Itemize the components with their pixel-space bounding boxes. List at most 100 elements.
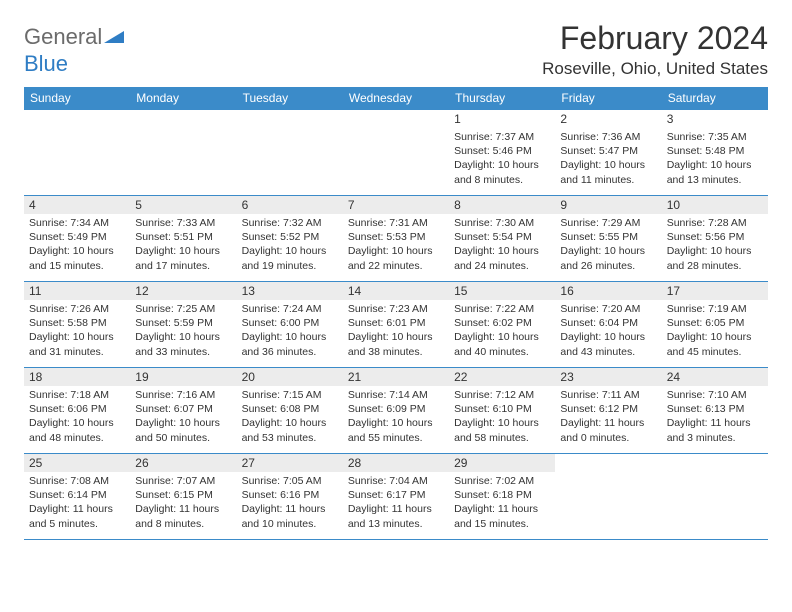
day-info: Sunrise: 7:04 AMSunset: 6:17 PMDaylight:… [348,474,444,531]
day-info: Sunrise: 7:36 AMSunset: 5:47 PMDaylight:… [560,130,656,187]
day-info: Sunrise: 7:34 AMSunset: 5:49 PMDaylight:… [29,216,125,273]
day-cell: 26 Sunrise: 7:07 AMSunset: 6:15 PMDayligh… [130,454,236,540]
day-number: 24 [667,370,763,384]
day-info: Sunrise: 7:31 AMSunset: 5:53 PMDaylight:… [348,216,444,273]
day-info: Sunrise: 7:25 AMSunset: 5:59 PMDaylight:… [135,302,231,359]
day-cell: 25 Sunrise: 7:08 AMSunset: 6:14 PMDayligh… [24,454,130,540]
day-number-wrap: 14 [343,282,449,300]
day-number-wrap: 23 [555,368,661,386]
day-number-wrap: 4 [24,196,130,214]
day-number-wrap: 25 [24,454,130,472]
day-info: Sunrise: 7:19 AMSunset: 6:05 PMDaylight:… [667,302,763,359]
day-number: 6 [242,198,338,212]
day-number: 3 [667,112,763,126]
day-info: Sunrise: 7:18 AMSunset: 6:06 PMDaylight:… [29,388,125,445]
day-number: 5 [135,198,231,212]
day-number-wrap: 10 [662,196,768,214]
day-cell: 23 Sunrise: 7:11 AMSunset: 6:12 PMDayligh… [555,368,661,454]
day-number: 7 [348,198,444,212]
day-number-wrap: 26 [130,454,236,472]
page-header: GeneralBlue February 2024 Roseville, Ohi… [24,20,768,79]
month-title: February 2024 [542,20,768,57]
logo-triangle-icon [104,25,126,51]
day-info: Sunrise: 7:07 AMSunset: 6:15 PMDaylight:… [135,474,231,531]
day-info: Sunrise: 7:28 AMSunset: 5:56 PMDaylight:… [667,216,763,273]
day-cell: 18 Sunrise: 7:18 AMSunset: 6:06 PMDayligh… [24,368,130,454]
day-number-wrap: 21 [343,368,449,386]
day-number-wrap: 22 [449,368,555,386]
day-cell: 4 Sunrise: 7:34 AMSunset: 5:49 PMDaylight… [24,196,130,282]
day-number: 17 [667,284,763,298]
day-info: Sunrise: 7:10 AMSunset: 6:13 PMDaylight:… [667,388,763,445]
weekday-header: Wednesday [343,87,449,110]
day-number: 1 [454,112,550,126]
day-number: 4 [29,198,125,212]
empty-day-cell [237,110,343,196]
day-number-wrap: 19 [130,368,236,386]
day-cell: 15 Sunrise: 7:22 AMSunset: 6:02 PMDayligh… [449,282,555,368]
day-number-wrap: 15 [449,282,555,300]
day-number: 8 [454,198,550,212]
day-number: 22 [454,370,550,384]
day-number: 26 [135,456,231,470]
day-number: 18 [29,370,125,384]
day-info: Sunrise: 7:32 AMSunset: 5:52 PMDaylight:… [242,216,338,273]
day-info: Sunrise: 7:12 AMSunset: 6:10 PMDaylight:… [454,388,550,445]
day-number-wrap: 24 [662,368,768,386]
day-number-wrap: 11 [24,282,130,300]
day-cell: 17 Sunrise: 7:19 AMSunset: 6:05 PMDayligh… [662,282,768,368]
day-number-wrap: 8 [449,196,555,214]
day-number: 27 [242,456,338,470]
day-info: Sunrise: 7:11 AMSunset: 6:12 PMDaylight:… [560,388,656,445]
day-number-wrap: 9 [555,196,661,214]
day-cell: 6 Sunrise: 7:32 AMSunset: 5:52 PMDaylight… [237,196,343,282]
day-cell: 9 Sunrise: 7:29 AMSunset: 5:55 PMDaylight… [555,196,661,282]
day-info: Sunrise: 7:23 AMSunset: 6:01 PMDaylight:… [348,302,444,359]
day-info: Sunrise: 7:26 AMSunset: 5:58 PMDaylight:… [29,302,125,359]
day-number: 11 [29,284,125,298]
day-info: Sunrise: 7:35 AMSunset: 5:48 PMDaylight:… [667,130,763,187]
day-number: 19 [135,370,231,384]
day-number: 28 [348,456,444,470]
day-cell: 12 Sunrise: 7:25 AMSunset: 5:59 PMDayligh… [130,282,236,368]
day-number: 9 [560,198,656,212]
day-number: 10 [667,198,763,212]
logo-blue: Blue [24,51,68,76]
day-info: Sunrise: 7:05 AMSunset: 6:16 PMDaylight:… [242,474,338,531]
calendar-body: 1Sunrise: 7:37 AMSunset: 5:46 PMDaylight… [24,110,768,540]
day-number-wrap: 27 [237,454,343,472]
day-info: Sunrise: 7:22 AMSunset: 6:02 PMDaylight:… [454,302,550,359]
empty-day-cell [343,110,449,196]
day-cell: 24 Sunrise: 7:10 AMSunset: 6:13 PMDayligh… [662,368,768,454]
day-cell: 2 Sunrise: 7:36 AMSunset: 5:47 PMDaylight… [555,110,661,196]
day-cell: 1Sunrise: 7:37 AMSunset: 5:46 PMDaylight… [449,110,555,196]
day-number-wrap: 2 [555,110,661,128]
weekday-header-row: SundayMondayTuesdayWednesdayThursdayFrid… [24,87,768,110]
day-number-wrap: 17 [662,282,768,300]
calendar-week-row: 1Sunrise: 7:37 AMSunset: 5:46 PMDaylight… [24,110,768,196]
calendar-week-row: 25 Sunrise: 7:08 AMSunset: 6:14 PMDayligh… [24,454,768,540]
day-info: Sunrise: 7:14 AMSunset: 6:09 PMDaylight:… [348,388,444,445]
logo-gray: General [24,24,102,49]
day-cell: 10 Sunrise: 7:28 AMSunset: 5:56 PMDayligh… [662,196,768,282]
day-cell: 5Sunrise: 7:33 AMSunset: 5:51 PMDaylight… [130,196,236,282]
day-number: 13 [242,284,338,298]
day-number-wrap: 1 [449,110,555,128]
day-number: 12 [135,284,231,298]
day-number-wrap: 29 [449,454,555,472]
day-cell: 16Sunrise: 7:20 AMSunset: 6:04 PMDayligh… [555,282,661,368]
day-info: Sunrise: 7:08 AMSunset: 6:14 PMDaylight:… [29,474,125,531]
day-number-wrap: 28 [343,454,449,472]
day-number: 20 [242,370,338,384]
weekday-header: Thursday [449,87,555,110]
day-cell: 14 Sunrise: 7:23 AMSunset: 6:01 PMDayligh… [343,282,449,368]
day-info: Sunrise: 7:29 AMSunset: 5:55 PMDaylight:… [560,216,656,273]
day-number: 21 [348,370,444,384]
day-cell: 29Sunrise: 7:02 AMSunset: 6:18 PMDayligh… [449,454,555,540]
day-info: Sunrise: 7:24 AMSunset: 6:00 PMDaylight:… [242,302,338,359]
day-cell: 27 Sunrise: 7:05 AMSunset: 6:16 PMDayligh… [237,454,343,540]
day-number-wrap: 13 [237,282,343,300]
day-number-wrap: 20 [237,368,343,386]
day-number-wrap: 16 [555,282,661,300]
day-number-wrap: 5 [130,196,236,214]
